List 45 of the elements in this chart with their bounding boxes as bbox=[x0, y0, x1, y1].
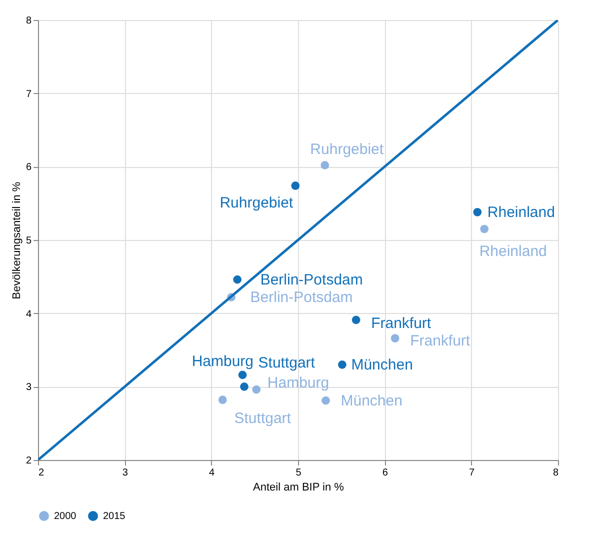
annotation: Rheinland bbox=[479, 243, 547, 260]
annotation: Stuttgart bbox=[258, 354, 316, 372]
annotation: Ruhrgebiet bbox=[310, 141, 384, 158]
point bbox=[390, 334, 400, 342]
x-tick-label: 7 bbox=[469, 468, 476, 478]
point bbox=[473, 208, 482, 216]
x-tick-label: 3 bbox=[122, 468, 128, 478]
annotation: Berlin-Potsdam bbox=[260, 272, 363, 289]
annotation: Hamburg bbox=[267, 374, 330, 392]
y-tick-label: 2 bbox=[26, 456, 32, 466]
annotation: Hamburg bbox=[192, 352, 254, 370]
y-axis-title: Bevölkerungsanteil in % bbox=[10, 182, 23, 300]
y-tick-label: 3 bbox=[26, 382, 32, 394]
annotation: Stuttgart bbox=[234, 410, 292, 427]
point bbox=[252, 385, 261, 394]
point bbox=[320, 161, 330, 170]
x-tick-label: 6 bbox=[382, 468, 388, 478]
point bbox=[338, 360, 346, 369]
x-tick-label: 8 bbox=[552, 468, 559, 478]
point bbox=[352, 316, 360, 324]
annotation: Frankfurt bbox=[371, 314, 432, 332]
point bbox=[480, 224, 489, 234]
point bbox=[291, 182, 300, 190]
legend-label: 2000 bbox=[54, 511, 77, 522]
point bbox=[240, 382, 248, 391]
y-tick-label: 5 bbox=[26, 236, 32, 246]
annotation: Berlin-Potsdam bbox=[250, 289, 353, 306]
y-tick-label: 4 bbox=[26, 308, 32, 320]
x-axis-title: Anteil am BIP in % bbox=[253, 482, 344, 494]
y-tick-label: 7 bbox=[26, 88, 32, 100]
annotation: Ruhrgebiet bbox=[220, 194, 294, 212]
x-tick-label: 4 bbox=[209, 468, 216, 478]
point bbox=[238, 370, 247, 380]
legend-label: 2015 bbox=[103, 511, 126, 522]
annotation: München bbox=[351, 356, 413, 374]
y-tick-label: 6 bbox=[26, 162, 32, 174]
y-tick-label: 8 bbox=[26, 16, 32, 26]
annotation: München bbox=[340, 392, 402, 410]
point bbox=[322, 396, 330, 405]
annotation: Rheinland bbox=[487, 204, 555, 222]
point bbox=[218, 396, 227, 404]
point bbox=[233, 275, 242, 284]
x-tick-label: 5 bbox=[296, 468, 302, 478]
x-tick-label: 2 bbox=[38, 468, 44, 478]
annotation: Frankfurt bbox=[410, 332, 471, 350]
